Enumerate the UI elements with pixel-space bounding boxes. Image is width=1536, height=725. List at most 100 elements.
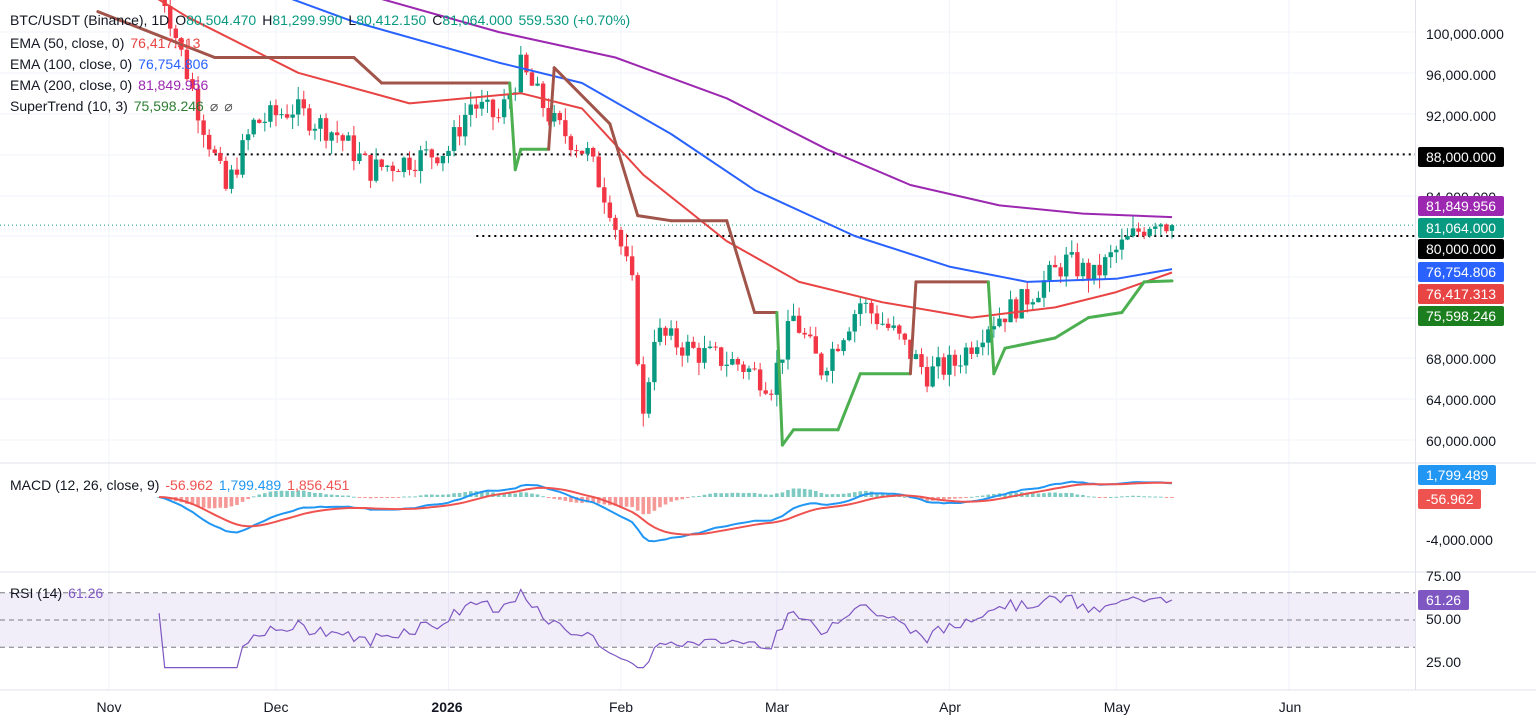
price-tag-ema50[interactable]: 76,417.313: [1418, 284, 1505, 304]
macd-histogram-bar: [429, 494, 434, 497]
macd-histogram-bar: [463, 492, 467, 497]
ema50-line[interactable]: [70, 0, 1173, 319]
legend-supertrend[interactable]: SuperTrend (10, 3) 75,598.246 ⌀ ⌀: [10, 96, 239, 116]
macd-histogram-bar: [185, 497, 189, 504]
open-label: O: [175, 12, 187, 28]
macd-histogram-bar: [964, 497, 968, 498]
price-tag-last[interactable]: 81,064.000: [1418, 218, 1505, 238]
candle-body: [663, 327, 668, 336]
candle-body: [312, 128, 318, 131]
ema50-value: 76,417.313: [130, 35, 201, 51]
macd-histogram-bar: [1120, 496, 1124, 498]
macd-histogram-bar: [819, 493, 824, 497]
macd-histogram-bar: [713, 492, 718, 497]
symbol-label[interactable]: BTC/USDT (Binance), 1D: [10, 12, 170, 28]
candle-body: [880, 323, 885, 325]
macd-histogram-bar: [340, 495, 345, 497]
candle-body: [329, 132, 334, 141]
macd-histogram-bar: [1103, 497, 1107, 498]
candle-body: [574, 150, 579, 152]
macd-histogram-bar: [424, 494, 429, 497]
candle-body: [518, 54, 524, 93]
macd-histogram-bar: [285, 490, 289, 497]
candle-body: [952, 354, 958, 366]
macd-histogram-bar: [240, 497, 245, 502]
macd-histogram-bar: [246, 497, 250, 500]
candle-body: [718, 347, 724, 366]
supertrend-segment: [986, 280, 996, 376]
rsi-line[interactable]: [158, 588, 1173, 669]
macd-line[interactable]: [158, 480, 1173, 543]
macd-legend[interactable]: MACD (12, 26, close, 9) -56.962 1,799.489 1…: [10, 475, 355, 495]
macd-histogram-bar: [557, 497, 562, 500]
price-tag-ema200[interactable]: 81,849.956: [1418, 196, 1505, 216]
candle-body: [980, 342, 985, 348]
candle-body: [446, 150, 451, 156]
legend-ema100[interactable]: EMA (100, close, 0) 76,754.806: [10, 54, 214, 74]
candle-body: [245, 134, 251, 141]
candle-body: [1052, 264, 1058, 268]
price-tag-80000[interactable]: 80,000.000: [1418, 239, 1505, 259]
supertrend-segment: [908, 280, 918, 376]
legend-ema50[interactable]: EMA (50, close, 0) 76,417.313: [10, 33, 206, 53]
macd-histogram-bar: [274, 491, 278, 497]
legend-ema200[interactable]: EMA (200, close, 0) 81,849.956: [10, 75, 214, 95]
candle-body: [396, 171, 401, 173]
hidden-eye-icon[interactable]: ⌀: [209, 98, 219, 114]
rsi-level-50: 50.00: [1426, 611, 1462, 627]
macd-histogram-bar: [647, 497, 651, 514]
macd-histogram-bar: [396, 497, 401, 498]
candle-body: [735, 359, 741, 365]
macd-histogram-bar: [1136, 495, 1141, 497]
candle-body: [752, 368, 757, 370]
candle-body: [819, 353, 824, 376]
macd-value: 1,799.489: [218, 477, 282, 493]
rsi-legend[interactable]: RSI (14) 61.26: [10, 583, 109, 603]
candle-body: [1080, 262, 1086, 277]
price-tag-88000[interactable]: 88,000.000: [1418, 147, 1505, 167]
macd-hist-tag[interactable]: -56.962: [1418, 489, 1482, 509]
candle-body: [1119, 239, 1125, 250]
candle-body: [490, 99, 496, 118]
candle-body: [757, 369, 763, 391]
price-tag-ema100[interactable]: 76,754.806: [1418, 262, 1505, 282]
ema100-line[interactable]: [70, 0, 1173, 283]
candle-body: [1125, 236, 1130, 240]
candle-body: [357, 153, 362, 162]
candle-body: [340, 135, 345, 141]
macd-signal-value: 1,856.451: [287, 477, 350, 493]
macd-histogram-bar: [674, 497, 679, 501]
macd-tag[interactable]: 1,799.489: [1418, 465, 1497, 485]
candle-body: [802, 332, 807, 335]
macd-histogram-bar: [986, 494, 991, 497]
candle-body: [958, 365, 963, 367]
macd-histogram-bar: [697, 495, 701, 497]
macd-histogram-bar: [524, 492, 529, 497]
macd-histogram-bar: [858, 491, 863, 497]
macd-histogram-bar: [969, 496, 974, 498]
price-tag-supertrend[interactable]: 75,598.246: [1418, 306, 1505, 326]
macd-histogram-bar: [652, 497, 657, 511]
rsi-tag[interactable]: 61.26: [1418, 590, 1470, 610]
candle-body: [1169, 225, 1175, 231]
macd-histogram-bar: [925, 497, 929, 502]
candle-body: [468, 104, 473, 115]
ema200-line[interactable]: [215, 0, 1173, 219]
candle-body: [919, 354, 924, 367]
macd-histogram-bar: [268, 491, 273, 497]
candle-body: [613, 217, 618, 230]
rsi-value: 61.26: [68, 585, 104, 601]
candle-body: [702, 348, 707, 363]
macd-histogram-bar: [797, 488, 801, 497]
candle-body: [451, 127, 457, 151]
candle-body: [190, 79, 195, 89]
macd-histogram-bar: [813, 490, 818, 497]
macd-histogram-bar: [1159, 496, 1163, 498]
candle-body: [229, 169, 234, 189]
candle-body: [485, 99, 490, 102]
candle-body: [602, 187, 607, 203]
macd-signal-line[interactable]: [159, 481, 1173, 536]
macd-histogram-bar: [385, 497, 390, 498]
hidden-eye-icon-2[interactable]: ⌀: [224, 98, 233, 114]
